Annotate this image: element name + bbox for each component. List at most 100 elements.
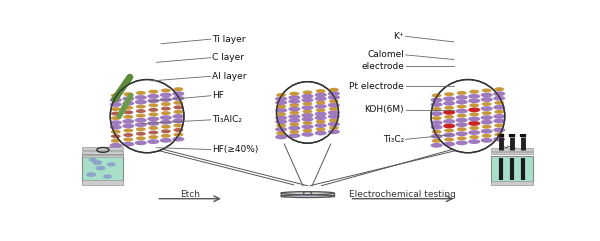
- Circle shape: [173, 105, 184, 109]
- Circle shape: [329, 88, 339, 92]
- Circle shape: [275, 96, 287, 101]
- FancyBboxPatch shape: [82, 155, 124, 157]
- Circle shape: [431, 102, 443, 107]
- Circle shape: [468, 139, 480, 144]
- Circle shape: [301, 194, 305, 196]
- Circle shape: [110, 98, 122, 102]
- Circle shape: [288, 114, 301, 119]
- Circle shape: [148, 108, 158, 112]
- Circle shape: [110, 102, 122, 107]
- Circle shape: [136, 136, 146, 140]
- Circle shape: [172, 119, 184, 123]
- Circle shape: [97, 167, 105, 170]
- Circle shape: [314, 112, 327, 116]
- Circle shape: [135, 122, 147, 127]
- Circle shape: [457, 91, 467, 95]
- Circle shape: [148, 90, 158, 94]
- Circle shape: [329, 126, 339, 130]
- Circle shape: [136, 105, 146, 108]
- Text: electrode: electrode: [361, 61, 404, 71]
- Circle shape: [173, 110, 184, 114]
- Circle shape: [107, 163, 115, 166]
- Text: Ti₃C₂: Ti₃C₂: [383, 135, 404, 144]
- Circle shape: [147, 98, 160, 103]
- Circle shape: [93, 161, 101, 164]
- Circle shape: [111, 134, 121, 138]
- Circle shape: [275, 134, 287, 139]
- Text: Etch: Etch: [180, 190, 200, 199]
- Circle shape: [481, 138, 493, 143]
- Circle shape: [328, 129, 340, 134]
- Circle shape: [124, 106, 133, 110]
- Circle shape: [444, 138, 454, 141]
- Circle shape: [482, 102, 491, 106]
- Circle shape: [328, 114, 340, 119]
- Ellipse shape: [110, 80, 184, 153]
- Circle shape: [309, 194, 314, 196]
- Circle shape: [147, 139, 160, 144]
- Circle shape: [443, 101, 455, 106]
- Circle shape: [110, 125, 122, 130]
- Circle shape: [316, 120, 326, 124]
- Circle shape: [443, 133, 455, 137]
- Circle shape: [161, 111, 171, 115]
- Circle shape: [431, 130, 442, 134]
- Circle shape: [301, 117, 314, 121]
- Circle shape: [455, 109, 468, 114]
- Circle shape: [468, 116, 480, 121]
- Circle shape: [302, 102, 313, 106]
- Circle shape: [481, 115, 493, 120]
- Bar: [491, 156, 533, 182]
- Circle shape: [122, 119, 134, 124]
- Circle shape: [147, 121, 160, 126]
- Circle shape: [457, 114, 467, 118]
- Circle shape: [276, 105, 286, 108]
- Circle shape: [481, 97, 493, 102]
- Circle shape: [469, 103, 479, 107]
- Circle shape: [482, 134, 491, 138]
- Circle shape: [147, 116, 160, 121]
- Circle shape: [275, 119, 287, 124]
- Text: C layer: C layer: [212, 53, 244, 62]
- Circle shape: [288, 126, 301, 130]
- Circle shape: [443, 124, 455, 128]
- Circle shape: [289, 122, 299, 126]
- Circle shape: [111, 112, 121, 116]
- Circle shape: [110, 120, 122, 125]
- Circle shape: [111, 94, 121, 97]
- Circle shape: [316, 100, 326, 105]
- Circle shape: [494, 124, 504, 127]
- Circle shape: [455, 118, 468, 123]
- Circle shape: [173, 87, 184, 91]
- Circle shape: [494, 133, 504, 137]
- Circle shape: [431, 94, 442, 97]
- Circle shape: [444, 115, 454, 119]
- Circle shape: [275, 127, 287, 132]
- Circle shape: [173, 128, 184, 132]
- Circle shape: [111, 107, 121, 111]
- FancyBboxPatch shape: [82, 147, 124, 150]
- Circle shape: [172, 137, 184, 141]
- Circle shape: [328, 95, 340, 100]
- Circle shape: [172, 114, 184, 119]
- Bar: [82, 180, 124, 185]
- Circle shape: [481, 129, 493, 134]
- Circle shape: [468, 94, 480, 99]
- Circle shape: [301, 98, 314, 102]
- Circle shape: [308, 192, 312, 194]
- Circle shape: [455, 100, 468, 104]
- Circle shape: [314, 123, 327, 128]
- Circle shape: [124, 92, 133, 96]
- Circle shape: [481, 106, 493, 111]
- Text: Ti₃AlC₂: Ti₃AlC₂: [212, 115, 242, 124]
- Circle shape: [455, 131, 468, 136]
- Circle shape: [481, 120, 493, 125]
- Circle shape: [289, 111, 299, 115]
- Ellipse shape: [281, 195, 334, 197]
- Circle shape: [148, 126, 158, 130]
- Text: Al layer: Al layer: [212, 72, 247, 81]
- Circle shape: [444, 128, 454, 133]
- Circle shape: [289, 103, 299, 107]
- Circle shape: [124, 110, 133, 114]
- Bar: [491, 152, 533, 154]
